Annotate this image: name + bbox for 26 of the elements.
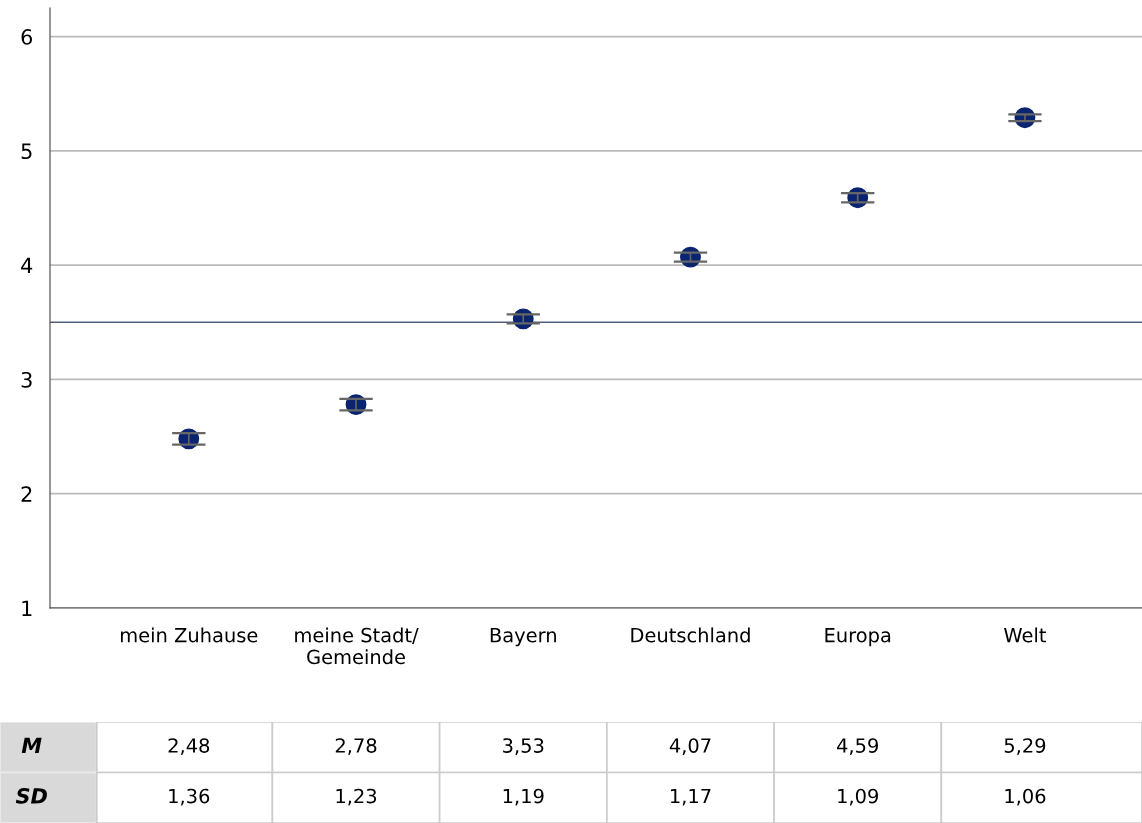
data-label: 5,29 — [1004, 738, 1046, 755]
y-tick-label: 6 — [21, 29, 33, 45]
x-tick-label: meine Stadt/ Gemeinde — [295, 627, 419, 665]
y-tick-label: 5 — [21, 143, 32, 160]
text: 1,06 — [1005, 788, 1046, 806]
text: 1,19 — [503, 788, 544, 806]
text: M — [21, 737, 42, 753]
text: 1,17 — [670, 788, 711, 806]
text: 1,23 — [336, 788, 377, 806]
data-label: 3,53 — [503, 738, 544, 755]
y-tick-label: 1 — [22, 600, 32, 616]
data-label: 4,59 — [837, 738, 878, 755]
y-tick-label: 3 — [21, 371, 32, 388]
text: 1,36 — [169, 788, 210, 806]
x-tick-label: Deutschland — [631, 627, 750, 643]
x-tick-label: Bayern — [490, 628, 556, 647]
data-label: 2,78 — [335, 738, 377, 755]
text: 1,09 — [838, 788, 878, 806]
y-tick-label: 4 — [21, 257, 33, 274]
y-tick-label: 2 — [21, 486, 32, 502]
data-label: 4,07 — [669, 738, 711, 755]
text: SD — [15, 788, 47, 804]
data-label: 2,48 — [168, 738, 210, 755]
x-tick-label: Europa — [825, 628, 891, 647]
x-tick-label: Welt — [1004, 627, 1047, 643]
x-tick-label: mein Zuhause — [121, 627, 258, 643]
